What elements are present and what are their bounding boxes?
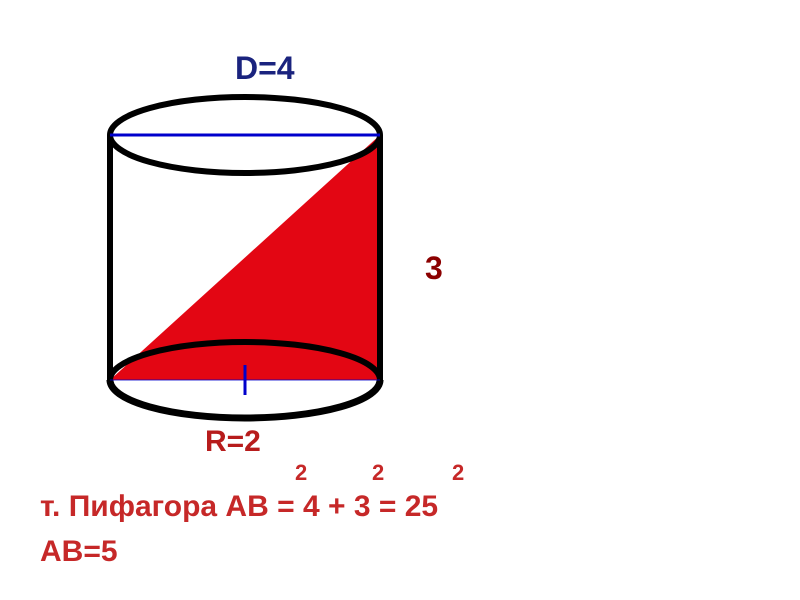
label-side: 3 [425, 250, 443, 287]
eq1-result: = 25 [371, 490, 439, 523]
eq1-prefix: т. Пифагора АВ [40, 490, 269, 523]
eq1-eq: = 4 [269, 490, 320, 523]
exp-1: 2 [295, 460, 307, 486]
equation-line-1: т. Пифагора АВ = 4 + 3 = 25 [40, 490, 438, 524]
equation-line-2: АВ=5 [40, 535, 118, 569]
exp-2: 2 [372, 460, 384, 486]
exp-3: 2 [452, 460, 464, 486]
label-radius: R=2 [205, 425, 261, 459]
eq1-plus: + 3 [320, 490, 371, 523]
label-diameter: D=4 [235, 50, 295, 87]
